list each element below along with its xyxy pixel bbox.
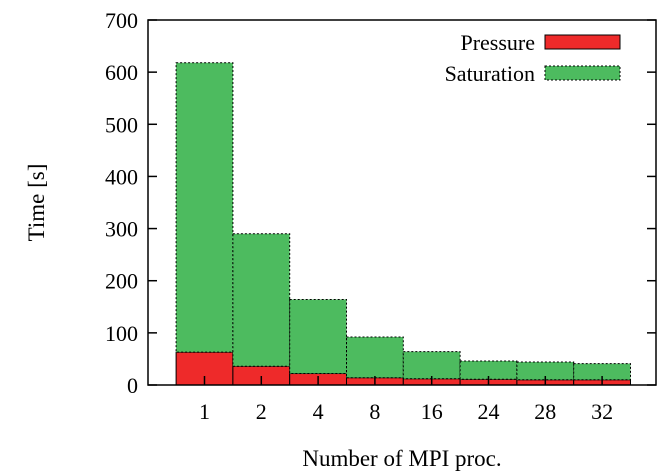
bar-saturation-1 [175,62,234,353]
y-tick-label: 200 [105,269,138,294]
bars-layer [175,62,632,386]
y-tick-label: 300 [105,217,138,242]
bar-saturation-8 [346,336,404,379]
legend-label-pressure: Pressure [460,30,535,55]
y-tick-label: 100 [105,321,138,346]
x-tick-label: 28 [534,399,556,424]
x-tick-label: 32 [591,399,613,424]
legend-swatch-pressure [544,34,621,50]
x-axis: 1 2 4 8 16 24 28 32 [199,376,613,424]
plot-frame [147,19,657,386]
y-axis-title: Time [s] [24,164,49,242]
y-tick-label: 500 [105,112,138,137]
x-tick-label: 1 [199,399,210,424]
y-axis: 0 100 200 300 400 500 600 700 [105,8,656,398]
y-tick-label: 700 [105,8,138,33]
x-tick-label: 4 [313,399,324,424]
legend-swatch-saturation [544,65,621,81]
bar-saturation-2 [232,233,291,367]
y-tick-label: 600 [105,60,138,85]
x-tick-label: 2 [256,399,267,424]
legend: Pressure Saturation [445,30,621,86]
x-tick-label: 16 [421,399,443,424]
bar-saturation-4 [289,298,348,375]
x-axis-title: Number of MPI proc. [302,446,501,471]
x-tick-label: 24 [478,399,500,424]
x-tick-label: 8 [369,399,380,424]
legend-label-saturation: Saturation [445,61,535,86]
y-tick-label: 0 [127,373,138,398]
y-tick-label: 400 [105,164,138,189]
bar-saturation-16 [402,351,461,380]
